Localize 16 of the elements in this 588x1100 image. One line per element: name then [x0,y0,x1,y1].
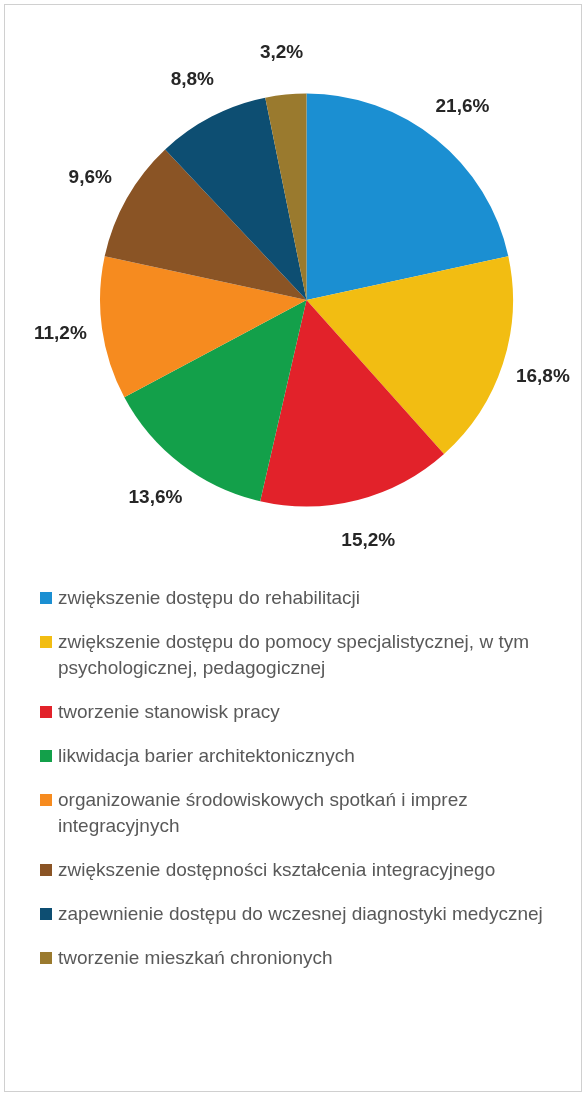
legend-label: tworzenie mieszkań chronionych [58,946,333,970]
data-label: 15,2% [341,528,396,550]
legend-label: likwidacja barier architektonicznych [58,744,355,768]
data-label: 13,6% [128,485,183,507]
legend-label: zwiększenie dostępu do rehabilitacji [58,586,361,610]
data-label: 8,8% [170,67,215,89]
data-label: 21,6% [435,94,490,116]
legend-label: organizowanie środowiskowych spotkań i imprez integracyjnych [58,788,469,838]
data-label: 11,2% [33,322,87,344]
legend-label: zwiększenie dostępności kształcenia integracyjnego [58,858,496,882]
legend-label: tworzenie stanowisk pracy [58,700,280,724]
data-label: 9,6% [68,165,113,187]
legend-label: zwiększenie dostępu do pomocy specjalistycznej, w tym psychologicznej, pedagogicznej [58,630,530,680]
data-label: 3,2% [259,40,304,62]
legend-label: zapewnienie dostępu do wczesnej diagnostyki medycznej [58,902,543,926]
data-label: 16,8% [515,365,570,387]
